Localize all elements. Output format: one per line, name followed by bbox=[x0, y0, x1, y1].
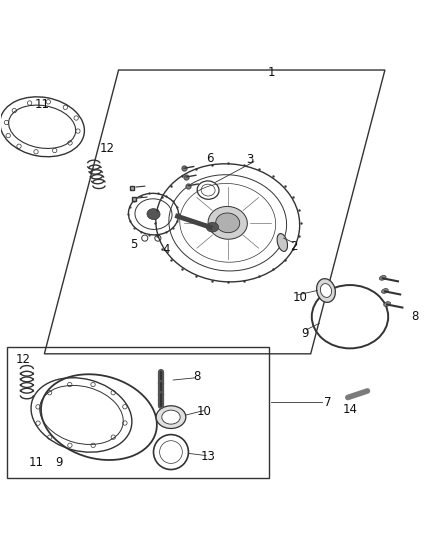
Text: 10: 10 bbox=[292, 290, 307, 304]
Text: 11: 11 bbox=[29, 456, 44, 470]
Ellipse shape bbox=[384, 302, 390, 306]
Text: 7: 7 bbox=[324, 396, 331, 409]
Ellipse shape bbox=[379, 276, 386, 280]
Text: 2: 2 bbox=[290, 240, 298, 253]
Text: 6: 6 bbox=[207, 152, 214, 165]
Text: 1: 1 bbox=[268, 66, 275, 79]
Text: 11: 11 bbox=[35, 98, 49, 110]
Text: 9: 9 bbox=[301, 327, 309, 340]
Text: 12: 12 bbox=[100, 142, 115, 155]
Ellipse shape bbox=[156, 406, 186, 429]
Ellipse shape bbox=[381, 288, 388, 293]
Ellipse shape bbox=[208, 206, 247, 239]
Ellipse shape bbox=[147, 208, 160, 220]
Ellipse shape bbox=[320, 284, 332, 297]
Ellipse shape bbox=[162, 410, 180, 424]
Ellipse shape bbox=[206, 222, 219, 232]
Text: 3: 3 bbox=[246, 153, 253, 166]
Bar bbox=[7, 348, 269, 478]
Ellipse shape bbox=[277, 233, 287, 252]
Text: 5: 5 bbox=[130, 238, 138, 251]
Ellipse shape bbox=[317, 279, 336, 302]
Ellipse shape bbox=[216, 213, 240, 233]
Text: 14: 14 bbox=[343, 403, 357, 416]
Text: 10: 10 bbox=[197, 405, 212, 418]
Text: 9: 9 bbox=[55, 456, 63, 470]
Text: 12: 12 bbox=[16, 352, 31, 366]
Text: 8: 8 bbox=[411, 310, 418, 323]
Text: 4: 4 bbox=[163, 243, 170, 255]
Text: 13: 13 bbox=[201, 450, 215, 463]
Text: 8: 8 bbox=[194, 370, 201, 383]
